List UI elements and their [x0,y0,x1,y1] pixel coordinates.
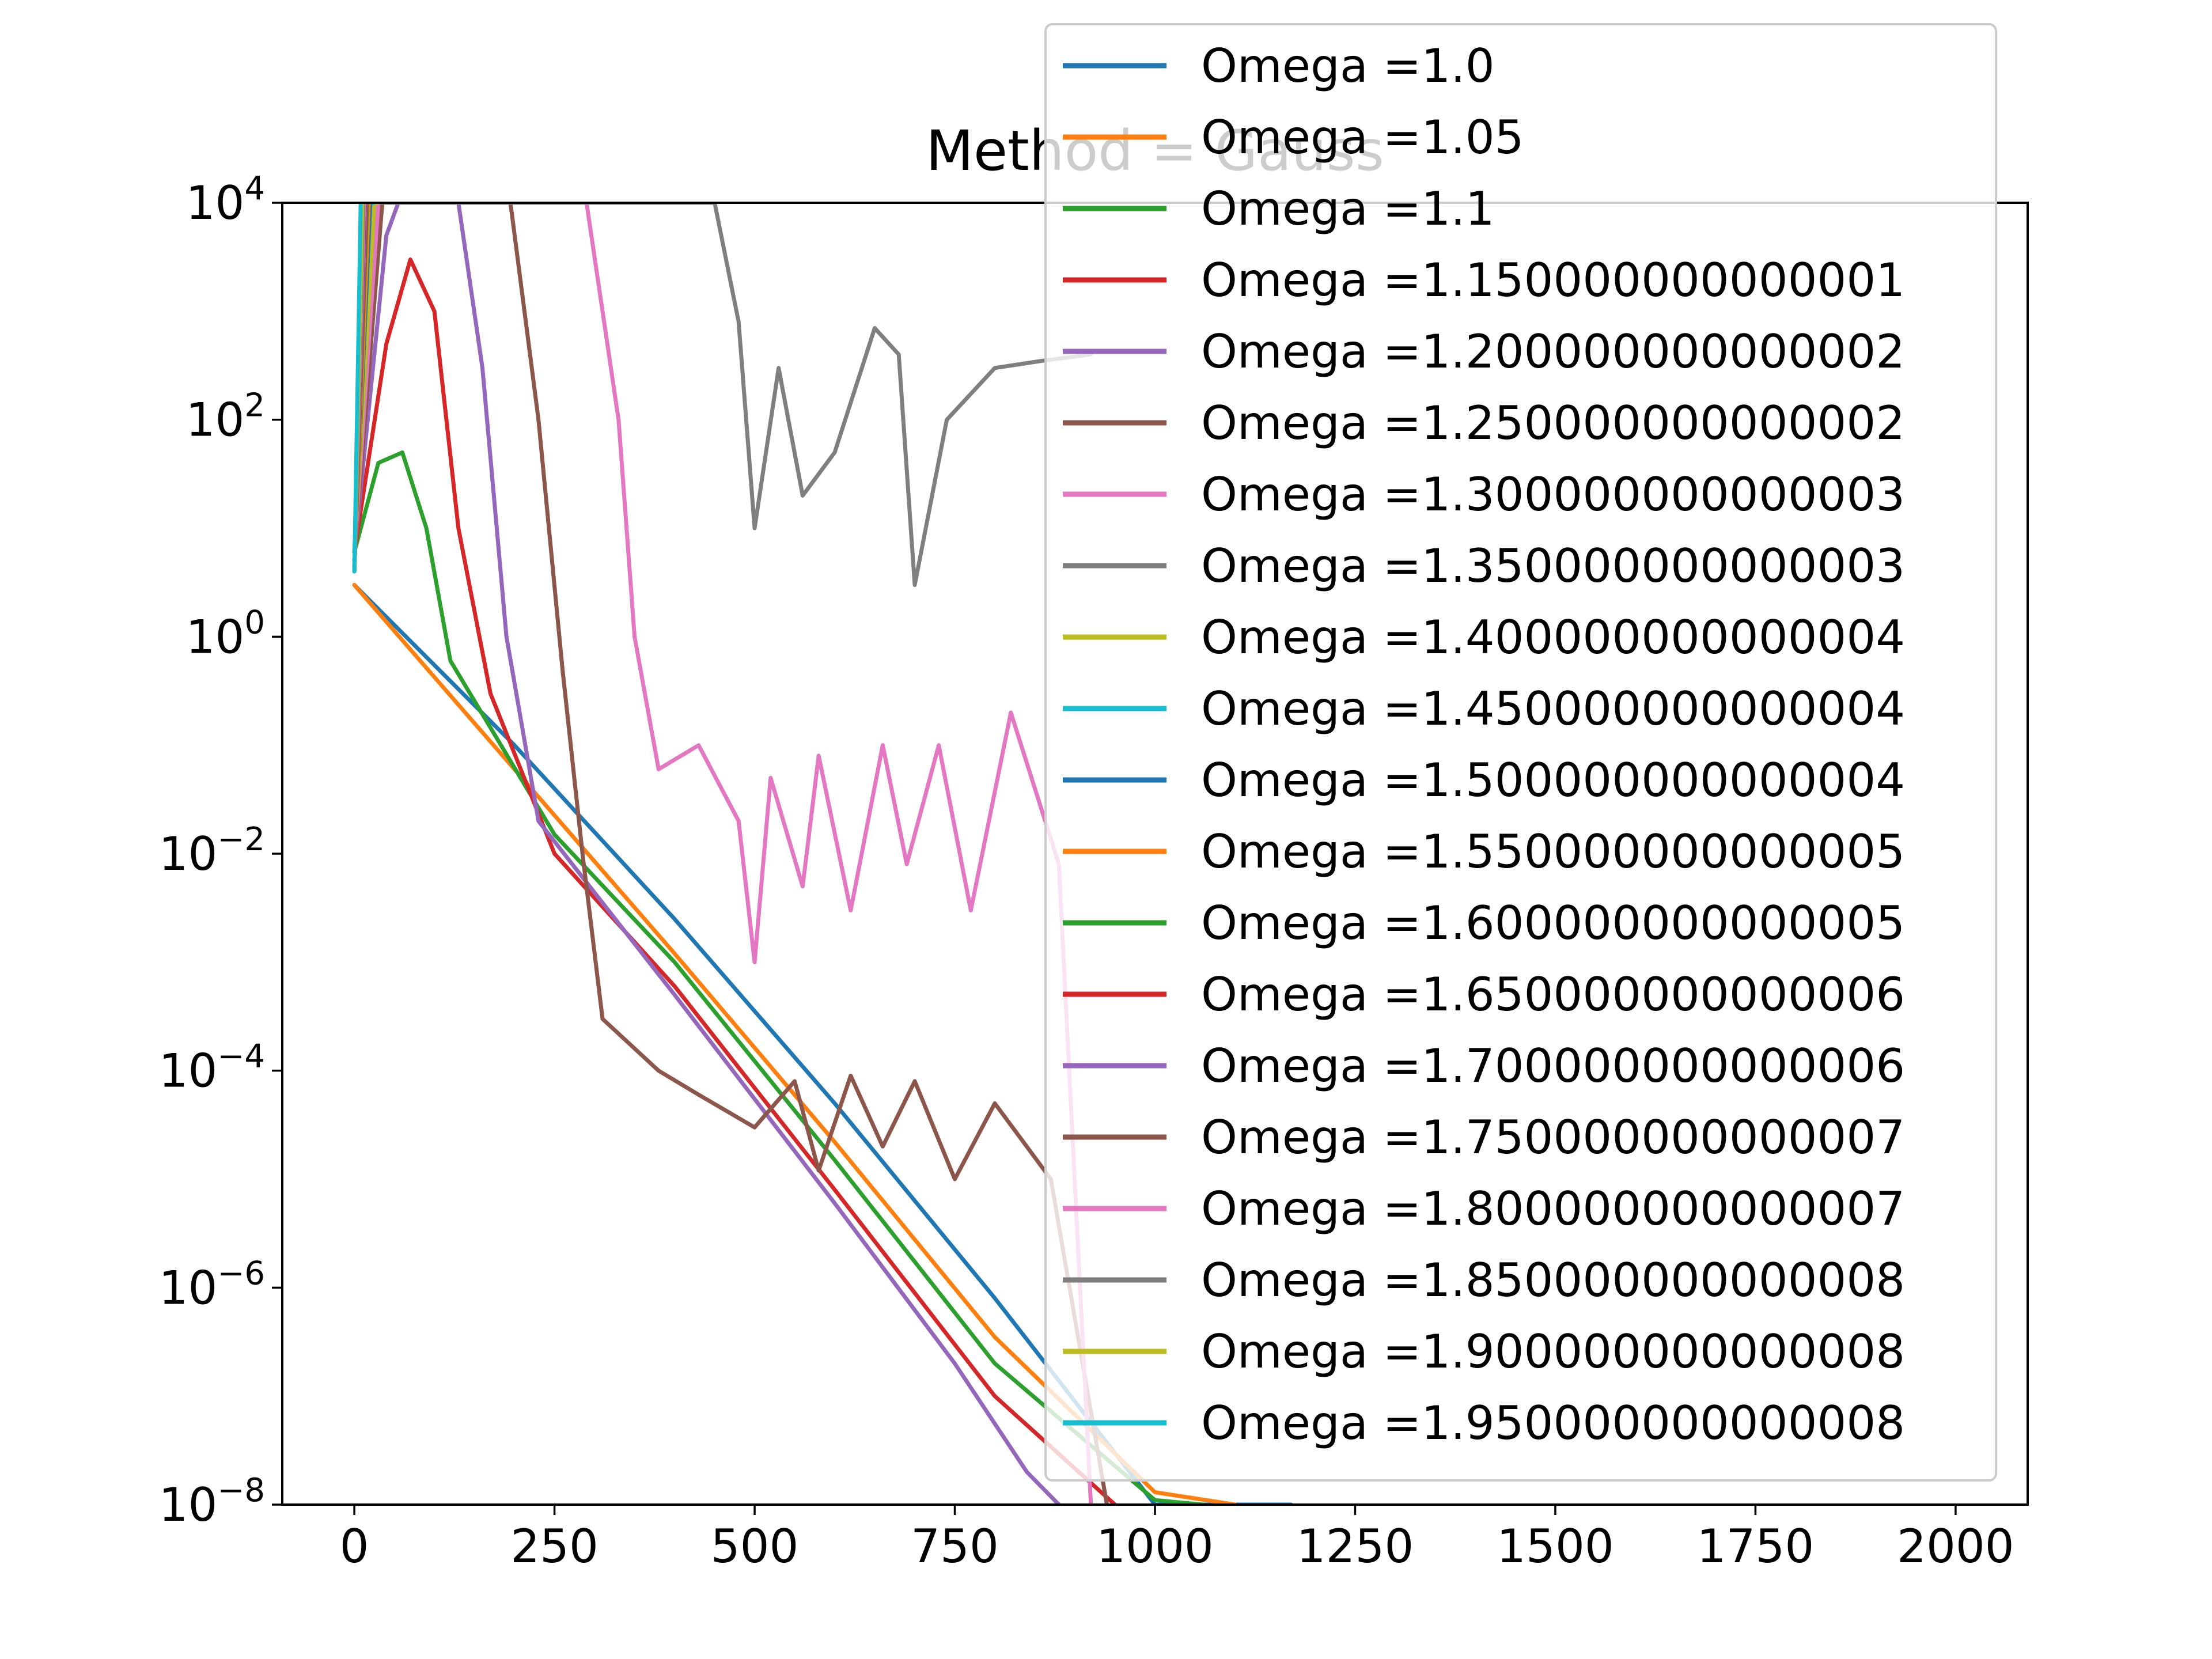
series-line-5 [352,203,1061,1505]
x-tick-label: 250 [510,1520,599,1573]
legend-label: Omega =1.700000000000006 [1201,1039,1905,1093]
y-tick-label: 10−4 [159,1038,265,1098]
x-tick-label: 2000 [1897,1520,2014,1573]
x-tick-label: 0 [340,1520,369,1573]
x-tick-label: 1000 [1096,1520,1214,1573]
y-axis: 104 102 100 10−2 10−4 10−6 10−8 [159,170,282,1532]
legend-label: Omega =1.900000000000008 [1201,1325,1905,1378]
legend-label: Omega =1.500000000000004 [1201,753,1905,807]
legend-label: Omega =1.05 [1201,111,1524,164]
y-tick-label: 10−2 [159,821,265,881]
legend-label: Omega =1.850000000000008 [1201,1253,1905,1307]
x-tick-label: 1750 [1697,1520,1815,1573]
x-axis: 0 250 500 750 1000 1250 1500 1750 2000 [340,1505,2014,1573]
y-tick-label: 10−8 [159,1472,265,1532]
series-line-7 [352,203,1093,1505]
x-tick-label: 1500 [1497,1520,1614,1573]
legend-box [1044,23,1997,1482]
series-line-8 [352,203,1093,587]
y-tick-label: 100 [186,604,265,664]
x-tick-label: 500 [711,1520,799,1573]
legend-label: Omega =1.450000000000004 [1201,682,1905,736]
y-tick-label: 102 [186,387,265,447]
legend-label: Omega =1.150000000000001 [1201,253,1905,307]
y-tick-label: 10−6 [159,1255,265,1315]
legend: Omega =1.0 Omega =1.05 Omega =1.1 Omega =1.… [1044,23,1997,1482]
legend-label: Omega =1.550000000000005 [1201,825,1905,878]
legend-label: Omega =1.750000000000007 [1201,1111,1905,1164]
series-line-20 [352,203,363,574]
series-line-1 [352,583,1293,1505]
legend-label: Omega =1.1 [1201,182,1495,236]
legend-label: Omega =1.600000000000005 [1201,896,1905,950]
legend-label: Omega =1.400000000000004 [1201,611,1905,664]
legend-label: Omega =1.200000000000002 [1201,325,1905,378]
series-line-4 [352,257,1117,1505]
legend-label: Omega =1.350000000000003 [1201,539,1905,593]
legend-label: Omega =1.250000000000002 [1201,396,1905,450]
y-tick-label: 104 [186,170,265,230]
legend-label: Omega =1.650000000000006 [1201,968,1905,1021]
legend-label: Omega =1.950000000000008 [1201,1396,1905,1450]
legend-label: Omega =1.800000000000007 [1201,1182,1905,1236]
legend-label: Omega =1.0 [1201,39,1495,93]
x-tick-label: 750 [911,1520,999,1573]
series-line-6 [352,203,1109,1505]
x-tick-label: 1250 [1297,1520,1414,1573]
legend-label: Omega =1.300000000000003 [1201,468,1905,521]
